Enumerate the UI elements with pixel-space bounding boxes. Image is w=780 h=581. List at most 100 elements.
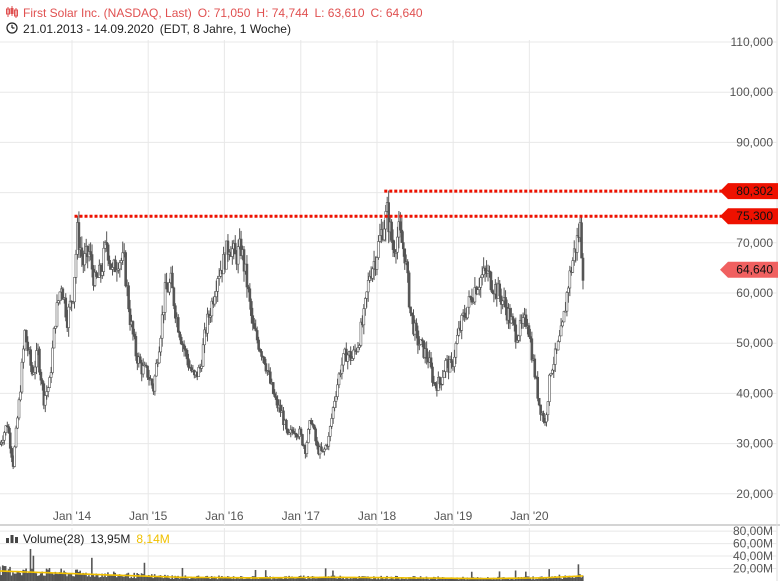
candle-body [450,359,453,363]
volume-bar [93,576,96,581]
candle-body [371,268,374,279]
candle-body [58,291,62,301]
volume-bar [551,576,553,581]
volume-bar [1,565,4,581]
volume-bar [558,574,561,581]
candle-body [527,325,531,337]
candle-body [553,348,557,365]
candlestick-icon[interactable] [6,5,18,21]
candle-body [356,347,360,352]
volume-bar [200,577,203,581]
volume-bar [51,573,54,581]
volume-ma-value: 8,14M [136,532,170,546]
volume-bar [348,578,350,581]
volume-bar [397,578,400,581]
volume-bar [111,575,114,581]
candle-body [168,282,171,293]
volume-bar [554,576,556,581]
volume-bar [304,578,306,581]
volume-bar [276,578,279,581]
volume-bar [241,576,244,581]
volume-bar [451,578,454,581]
volume-bar [275,578,277,581]
x-tick-label: Jan '14 [53,509,92,523]
low-value: L: 63,610 [314,6,365,20]
volume-bar [213,576,216,581]
high-value: H: 74,744 [256,6,309,20]
volume-bar [403,579,406,581]
volume-bar [279,576,282,581]
volume-bar [286,578,289,581]
volume-bar [447,579,450,581]
volume-bar [336,578,339,581]
candle-body [197,366,201,377]
volume-bar [416,578,419,581]
volume-bar [83,573,86,581]
candle-body [52,328,56,349]
volume-bar [507,578,510,581]
instrument-name: First Solar Inc. (NASDAQ, Last) [23,6,192,20]
volume-bar [285,576,287,581]
candle-body [375,257,379,270]
volume-bar [567,576,569,581]
volume-bar [263,576,266,581]
volume-bar [425,576,428,581]
candle-body [336,384,339,397]
volume-bar [387,579,390,581]
candle-body [64,297,68,318]
candle-body [401,242,405,250]
volume-bar [545,577,548,581]
volume-bar [514,570,517,581]
volume-bar [364,576,366,581]
volume-bar [478,577,480,581]
volume-bar [432,576,435,581]
date-range-row: 21.01.2013 - 14.09.2020 (EDT, 8 Jahre, 1… [6,21,291,37]
volume-bar [31,568,33,581]
candle-body [46,387,50,392]
volume-bar [222,578,225,581]
volume-bar [13,573,16,581]
volume-bar [327,576,330,581]
volume-bar [330,575,333,581]
volume-bar [104,573,106,581]
volume-bar [522,577,524,581]
volume-bar [57,574,60,581]
candle-body [524,314,528,327]
candle-body [312,424,316,430]
volume-bar [577,564,580,581]
volume-bar [411,578,413,581]
candle-body [83,253,87,266]
volume-bar [35,573,38,581]
clock-icon[interactable] [6,21,18,37]
candle-body [384,211,388,230]
volume-bar [6,571,8,581]
candle-body [498,283,502,297]
volume-bar [39,573,42,581]
current-price-badge [720,261,778,278]
volume-bars-icon[interactable] [6,532,18,546]
candle-body [477,287,481,291]
candle-body [67,306,70,328]
volume-bar [243,579,245,581]
volume-bar [121,576,124,581]
volume-bar [579,574,581,581]
candle-body [61,288,65,300]
candle-body [200,365,203,369]
candle-body [431,366,434,383]
volume-bar [266,576,268,581]
y-tick-label: 60,000 [736,286,773,300]
volume-bar [19,572,22,581]
candle-body [320,446,323,451]
candle-body [20,361,24,393]
candle-body [106,244,110,261]
volume-bar [320,577,323,581]
volume-bar [438,577,441,581]
candle-body [203,329,206,346]
volume-bar [580,577,583,581]
volume-bar [390,576,393,581]
candle-body [403,248,407,264]
volume-bar [50,572,52,581]
volume-bar [175,576,178,581]
candle-body [342,353,345,366]
